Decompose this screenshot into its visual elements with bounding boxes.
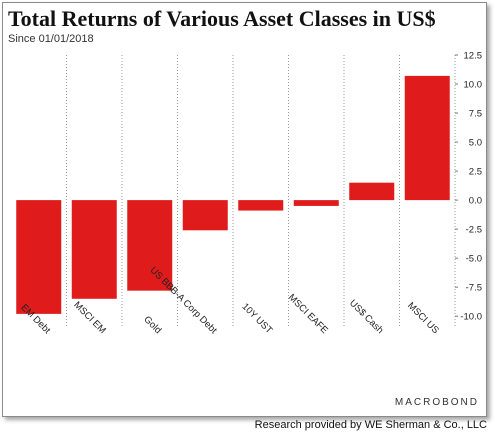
x-tick-label: US$ Cash — [347, 298, 385, 336]
x-tick-label: MSCI EAFE — [286, 292, 330, 336]
x-tick-label: MSCI US — [405, 300, 441, 336]
bar — [127, 200, 173, 291]
bar — [182, 200, 228, 231]
y-tick-label: 12.5 — [464, 51, 483, 62]
y-tick-label: 7.5 — [469, 109, 482, 120]
bar — [16, 200, 62, 314]
y-tick-label: -10.0 — [460, 312, 482, 323]
x-tick-label: Gold — [141, 314, 163, 336]
y-tick-label: 0.0 — [469, 196, 482, 207]
bar — [238, 200, 284, 211]
y-tick-label: 5.0 — [469, 138, 482, 149]
chart-subtitle: Since 01/01/2018 — [8, 33, 94, 45]
y-tick-label: 10.0 — [464, 80, 483, 91]
y-tick-label: -2.5 — [466, 225, 482, 236]
bar — [404, 75, 450, 201]
y-tick-label: 2.5 — [469, 167, 482, 178]
chart-title: Total Returns of Various Asset Classes i… — [8, 6, 436, 31]
x-tick-label: MSCI EM — [71, 300, 108, 337]
y-tick-label: -7.5 — [466, 283, 482, 294]
research-credit: Research provided by WE Sherman & Co., L… — [254, 419, 487, 431]
macrobond-logo: MACROBOND — [394, 397, 479, 408]
bar — [349, 182, 395, 201]
bar — [71, 200, 117, 299]
y-tick-label: -5.0 — [466, 254, 482, 265]
x-tick-label: 10Y UST — [239, 301, 274, 336]
bar — [293, 200, 339, 206]
